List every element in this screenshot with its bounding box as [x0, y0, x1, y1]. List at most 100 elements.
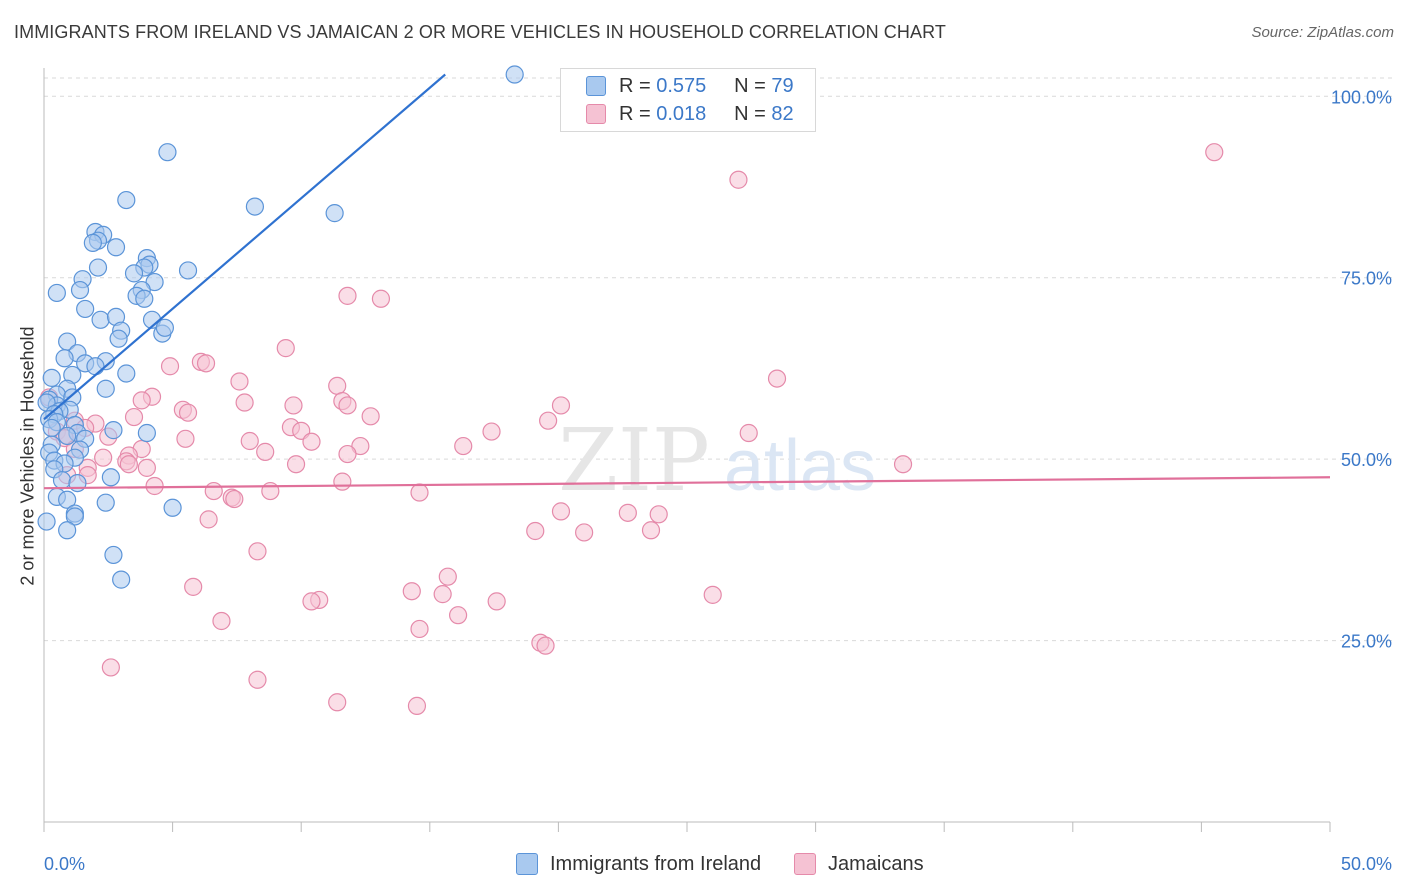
- jamaican-point: [338, 286, 357, 305]
- jamaican-point: [328, 693, 347, 712]
- jamaican-point: [551, 396, 571, 415]
- jamaican-point: [767, 369, 787, 388]
- jamaican-point: [536, 636, 555, 655]
- ireland-point: [70, 280, 90, 300]
- jamaican-point: [184, 577, 203, 596]
- y-axis-title: 2 or more Vehicles in Household: [17, 326, 38, 586]
- gridlines: [44, 77, 1392, 642]
- ireland-point: [101, 468, 120, 487]
- tick-labels: 25.0% 50.0% 75.0% 100.0% 0.0% 50.0%: [44, 87, 1392, 874]
- jamaican-n-label: N =: [734, 102, 766, 125]
- jamaican-point: [482, 422, 501, 441]
- jamaican-point: [438, 567, 457, 586]
- jamaican-point: [248, 542, 267, 561]
- ireland-legend-swatch: [516, 853, 538, 875]
- ireland-point: [104, 421, 123, 440]
- jamaican-point: [178, 403, 198, 422]
- ireland-legend-label: Immigrants from Ireland: [550, 852, 762, 875]
- x-tick-label: 50.0%: [1341, 854, 1392, 874]
- ireland-points: [37, 65, 524, 589]
- jamaican-point: [145, 476, 164, 496]
- jamaican-points: [40, 143, 1224, 715]
- jamaican-trend-line: [43, 476, 1331, 490]
- jamaican-point: [410, 619, 429, 639]
- jamaican-point: [302, 432, 321, 451]
- ireland-point: [55, 349, 74, 368]
- ireland-point: [158, 143, 177, 162]
- ireland-point: [245, 197, 265, 216]
- jamaican-point: [338, 396, 357, 415]
- ireland-swatch: [586, 76, 606, 96]
- ireland-point: [178, 261, 198, 280]
- jamaican-point: [454, 436, 473, 456]
- ireland-n-value: 79: [771, 74, 794, 97]
- jamaican-point: [248, 670, 267, 689]
- jamaican-r-value: 0.018: [656, 102, 707, 125]
- y-tick-label: 100.0%: [1331, 87, 1392, 107]
- ireland-point: [76, 299, 95, 319]
- jamaican-point: [235, 393, 254, 412]
- ireland-point: [117, 364, 136, 383]
- jamaican-point: [101, 658, 120, 677]
- jamaican-point: [302, 592, 321, 611]
- bottom-legend-ireland: Immigrants from Ireland: [516, 850, 761, 878]
- jamaican-point: [256, 442, 275, 461]
- jamaican-point: [212, 611, 231, 631]
- jamaican-point: [160, 357, 180, 376]
- legend-row-ireland: R = 0.575 N = 79: [586, 73, 794, 99]
- ireland-r-value: 0.575: [656, 74, 707, 97]
- jamaican-point: [196, 354, 216, 373]
- ireland-point: [106, 238, 126, 257]
- jamaican-point: [124, 407, 144, 427]
- ireland-point: [42, 368, 61, 387]
- jamaican-point: [893, 455, 913, 474]
- ireland-point: [163, 498, 182, 517]
- y-tick-label: 50.0%: [1341, 450, 1392, 470]
- ireland-point: [58, 426, 77, 446]
- jamaican-r-label: R =: [619, 102, 651, 125]
- ireland-point: [83, 233, 102, 252]
- jamaican-point: [137, 458, 156, 477]
- jamaican-point: [487, 592, 506, 611]
- jamaican-point: [448, 606, 468, 625]
- ireland-point: [124, 264, 144, 283]
- ireland-point: [91, 310, 110, 329]
- jamaican-point: [199, 510, 218, 529]
- ireland-point: [155, 318, 174, 337]
- ireland-r-label: R =: [619, 74, 651, 97]
- ireland-point: [68, 473, 87, 493]
- jamaican-point: [276, 339, 295, 358]
- jamaican-point: [729, 170, 748, 189]
- jamaican-point: [284, 396, 303, 415]
- jamaican-swatch: [586, 104, 606, 124]
- jamaican-point: [371, 289, 391, 308]
- ireland-point: [104, 545, 123, 565]
- jamaican-legend-swatch: [794, 853, 816, 875]
- jamaican-point: [333, 472, 352, 491]
- source-label: Source: ZipAtlas.com: [1251, 24, 1394, 41]
- ireland-point: [112, 570, 131, 589]
- ireland-point: [58, 521, 77, 540]
- watermark-zip: ZIP: [558, 411, 710, 511]
- chart-title: IMMIGRANTS FROM IRELAND VS JAMAICAN 2 OR…: [14, 22, 946, 42]
- jamaican-point: [94, 448, 113, 467]
- jamaican-point: [410, 483, 429, 502]
- correlation-legend: R = 0.575 N = 79 R = 0.018 N = 82: [560, 68, 816, 132]
- ireland-point: [109, 329, 128, 348]
- ireland-point: [135, 289, 154, 308]
- jamaican-point: [641, 521, 661, 540]
- ireland-point: [42, 418, 61, 438]
- ireland-point: [52, 471, 72, 490]
- jamaican-point: [225, 489, 244, 509]
- ireland-point: [505, 65, 524, 84]
- jamaican-point: [649, 505, 668, 524]
- jamaican-point: [551, 502, 571, 521]
- ireland-point: [86, 357, 105, 376]
- jamaican-point: [286, 455, 306, 474]
- ireland-point: [117, 190, 136, 210]
- y-tick-label: 25.0%: [1341, 632, 1392, 652]
- trend-lines: [43, 73, 1331, 490]
- jamaican-point: [176, 429, 195, 448]
- ireland-trend-line: [43, 73, 446, 421]
